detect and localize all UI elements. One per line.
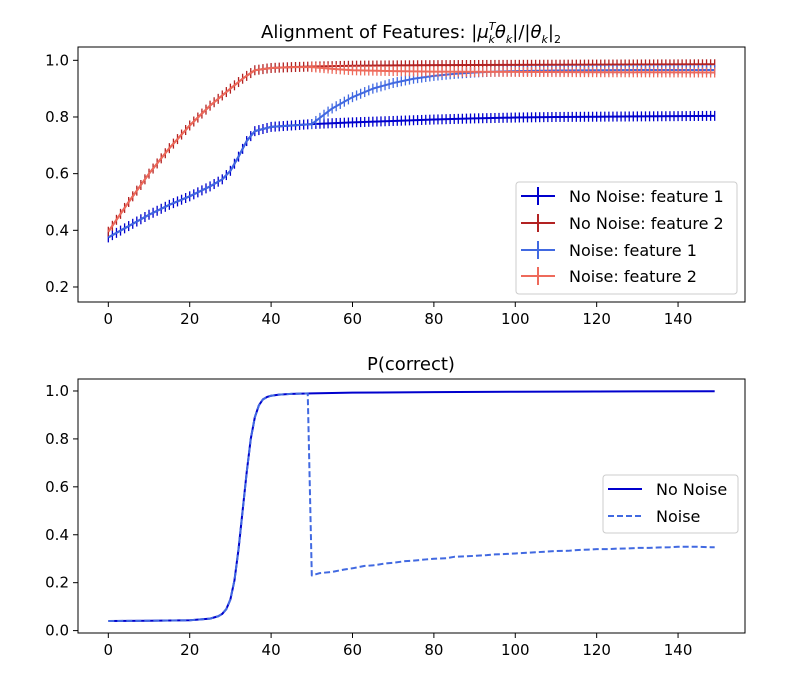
alignment-ytick-label: 0.4	[45, 221, 69, 239]
legend-label-nonoise-f1: No Noise: feature 1	[569, 187, 724, 206]
legend-entry-noise-f1: Noise: feature 1	[521, 241, 697, 260]
legend-entry-nonoise-f2: No Noise: feature 2	[521, 214, 724, 233]
pcorrect-chart-title: P(correct)	[367, 354, 455, 375]
pcorrect-xtick-label: 60	[343, 641, 362, 659]
alignment-legend: No Noise: feature 1 No Noise: feature 2 …	[515, 181, 738, 295]
pcorrect-legend: No Noise Noise	[602, 474, 739, 534]
legend-entry-noise-f2: Noise: feature 2	[521, 267, 697, 286]
alignment-xtick-label: 20	[180, 310, 199, 328]
pcorrect-ytick-label: 0.0	[45, 622, 69, 640]
alignment-chart-title: Alignment of Features: |μT kθk|/|θk|2	[261, 20, 561, 46]
alignment-ytick-label: 0.2	[45, 278, 69, 296]
series-line-noise	[108, 392, 715, 623]
pcorrect-axes-frame	[77, 378, 746, 634]
pcorrect-xtick-label: 140	[664, 641, 693, 659]
pcorrect-xtick-label: 0	[104, 641, 114, 659]
errorbars-noise-feature-2	[311, 62, 716, 78]
alignment-series-group	[107, 59, 716, 243]
pcorrect-xtick-label: 20	[180, 641, 199, 659]
legend-label-noise-f2: Noise: feature 2	[569, 267, 697, 286]
alignment-panel: Alignment of Features: |μT kθk|/|θk|2 0 20…	[45, 20, 746, 328]
legend-label-nonoise-f2: No Noise: feature 2	[569, 214, 724, 233]
legend-entry-nonoise-f1: No Noise: feature 1	[521, 187, 724, 206]
pcorrect-axes: 0 20 40 60 80 100 120 140 0.0 0.2 0.4 0.6 0.8 1.0	[45, 378, 746, 659]
alignment-xtick-label: 0	[104, 310, 114, 328]
legend-label-nonoise: No Noise	[656, 480, 727, 499]
pcorrect-ytick-label: 0.4	[45, 526, 69, 544]
alignment-xtick-label: 120	[582, 310, 611, 328]
alignment-ytick-label: 1.0	[45, 51, 69, 69]
pcorrect-panel: P(correct) 0 20 40 60 80 100 120 140 0.0 0.2 0.4 0.…	[45, 354, 746, 659]
alignment-ytick-label: 0.8	[45, 108, 69, 126]
alignment-ytick-label: 0.6	[45, 165, 69, 183]
pcorrect-xtick-label: 100	[501, 641, 530, 659]
legend-label-noise: Noise	[656, 507, 700, 526]
pcorrect-series-group	[108, 390, 715, 623]
pcorrect-xtick-label: 80	[424, 641, 443, 659]
pcorrect-ytick-label: 1.0	[45, 382, 69, 400]
alignment-xtick-label: 40	[262, 310, 281, 328]
pcorrect-ytick-label: 0.6	[45, 478, 69, 496]
alignment-axes-frame	[77, 46, 746, 303]
pcorrect-ytick-label: 0.8	[45, 430, 69, 448]
alignment-xtick-label: 60	[343, 310, 362, 328]
alignment-xtick-label: 80	[424, 310, 443, 328]
pcorrect-ytick-label: 0.2	[45, 574, 69, 592]
pcorrect-xtick-label: 120	[582, 641, 611, 659]
legend-entry-nonoise: No Noise	[608, 480, 727, 499]
legend-label-noise-f1: Noise: feature 1	[569, 241, 697, 260]
alignment-legend-box	[515, 181, 738, 295]
alignment-xtick-label: 100	[501, 310, 530, 328]
alignment-axes: 0 20 40 60 80 100 120 140 0.2 0.4 0.6 0.8 1.0	[45, 46, 746, 328]
pcorrect-xtick-label: 40	[262, 641, 281, 659]
legend-entry-noise: Noise	[608, 507, 700, 526]
alignment-xtick-label: 140	[664, 310, 693, 328]
